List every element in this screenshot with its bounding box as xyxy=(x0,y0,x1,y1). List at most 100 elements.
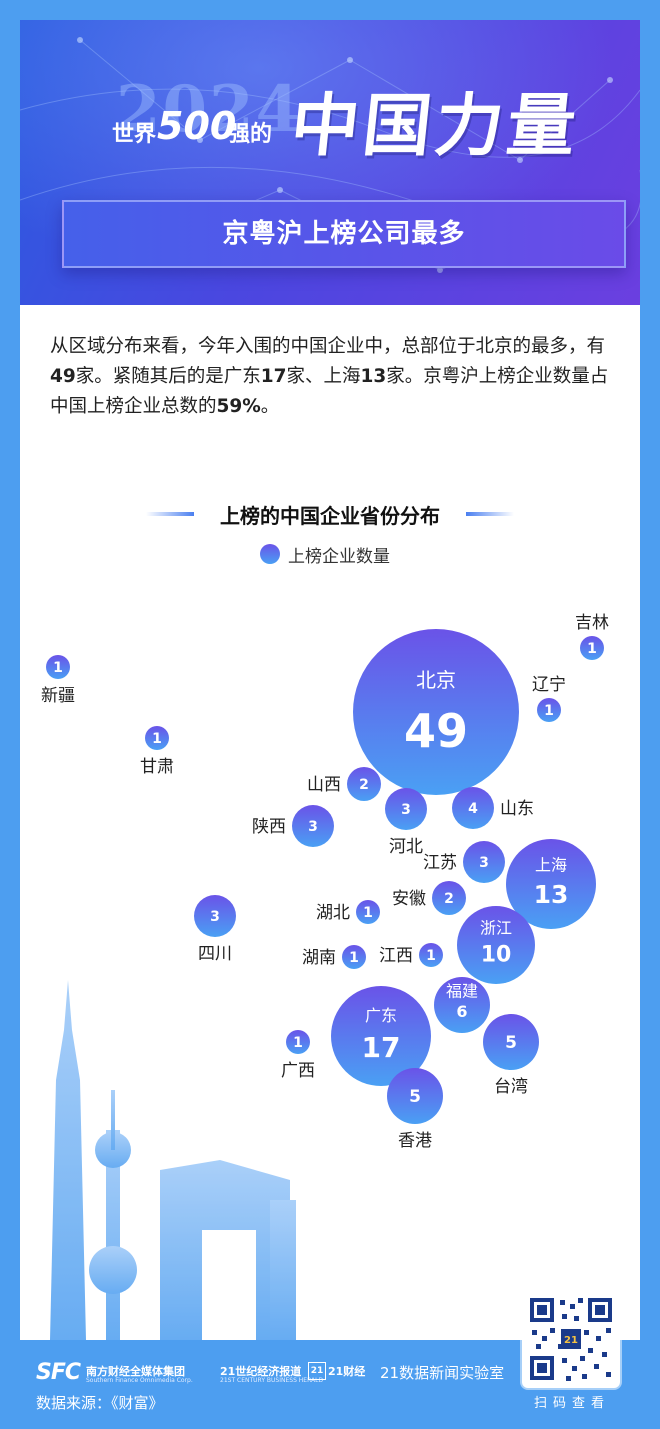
bubble-hebei xyxy=(385,788,427,830)
bubble-label-zhejiang: 浙江 xyxy=(480,918,512,937)
bubble-liaoning xyxy=(537,698,561,722)
21finance-logo: 21财经 xyxy=(328,1365,366,1378)
bubble-value-jiangxi: 1 xyxy=(426,948,436,964)
skyline-illustration xyxy=(50,980,296,1340)
bubble-jiangsu xyxy=(463,841,505,883)
bubble-label-shanxi: 山西 xyxy=(307,775,341,795)
21finance-logo-box: 21 xyxy=(308,1362,326,1380)
bubble-value-anhui: 2 xyxy=(444,891,454,907)
bubble-value-sichuan: 3 xyxy=(210,909,220,925)
bubble-anhui xyxy=(432,881,466,915)
bubble-hubei xyxy=(356,900,380,924)
bubble-jiangxi xyxy=(419,943,443,967)
bubble-label-fujian: 福建 xyxy=(446,982,478,1001)
bubble-label-hubei: 湖北 xyxy=(316,903,350,923)
bubble-value-xinjiang: 1 xyxy=(53,660,63,676)
bubble-value-liaoning: 1 xyxy=(544,703,554,719)
data-source: 数据来源：《财富》 xyxy=(36,1394,164,1412)
header-prefix: 世界 xyxy=(112,122,157,147)
header-suffix: 强的 xyxy=(228,122,273,147)
bubble-guangdong xyxy=(331,986,431,1086)
bubble-label-guangxi: 广西 xyxy=(281,1061,315,1081)
bubble-value-shaanxi: 3 xyxy=(308,819,318,835)
chart-title-block: 上榜的中国企业省份分布 xyxy=(140,500,540,530)
sfc-logo: SFC xyxy=(36,1360,81,1385)
bubble-value-taiwan: 5 xyxy=(505,1033,517,1053)
header-number: 500 xyxy=(157,104,237,148)
bubble-value-hebei: 3 xyxy=(401,802,411,818)
bubble-sichuan xyxy=(194,895,236,937)
bubble-value-guangdong: 17 xyxy=(362,1031,401,1064)
bubble-label-shandong: 山东 xyxy=(500,799,534,819)
bubble-jilin xyxy=(580,636,604,660)
sfc-logo-name: 南方财经全媒体集团 xyxy=(86,1365,185,1378)
title-line-right xyxy=(466,512,514,516)
bubble-label-beijing: 北京 xyxy=(416,668,456,692)
bubble-shandong xyxy=(452,787,494,829)
bubble-label-xinjiang: 新疆 xyxy=(41,686,75,706)
bubble-hunan xyxy=(342,945,366,969)
bubble-fujian xyxy=(434,977,490,1033)
bubble-label-jiangsu: 江苏 xyxy=(423,853,457,873)
legend-swatch xyxy=(260,544,280,564)
bubble-value-gansu: 1 xyxy=(152,731,162,747)
bubble-shanghai xyxy=(506,839,596,929)
qr-badge: 21 xyxy=(564,1335,578,1346)
intro-part2: 家。紧随其后的是广东 xyxy=(75,366,261,387)
intro-part3: 家、上海 xyxy=(286,366,361,387)
intro-guangdong-count: 17 xyxy=(260,366,287,387)
legend-label: 上榜企业数量 xyxy=(288,547,390,567)
sfc-logo-en: Southern Finance Omnimedia Corp. xyxy=(86,1377,193,1384)
bubble-label-hunan: 湖南 xyxy=(302,948,336,968)
intro-beijing-count: 49 xyxy=(50,366,76,387)
intro-share: 59% xyxy=(216,396,261,417)
bubble-label-hebei: 河北 xyxy=(389,837,423,857)
bubble-value-shanxi: 2 xyxy=(359,777,369,793)
bubble-taiwan xyxy=(483,1014,539,1070)
intro-part4: 家。京粤沪上榜企业数量占中国上榜企业总数的 xyxy=(50,366,609,417)
bubble-label-taiwan: 台湾 xyxy=(494,1077,528,1097)
bubble-value-jilin: 1 xyxy=(587,641,597,657)
subtitle-ribbon: 京粤沪上榜公司最多 xyxy=(62,200,626,268)
bubble-beijing xyxy=(353,629,519,795)
bubble-label-sichuan: 四川 xyxy=(198,944,232,964)
bubble-value-zhejiang: 10 xyxy=(481,942,512,967)
bubble-value-hubei: 1 xyxy=(363,905,373,921)
subtitle-text: 京粤沪上榜公司最多 xyxy=(222,219,466,249)
bubble-gansu xyxy=(145,726,169,750)
year-watermark: 2024 xyxy=(116,72,303,147)
bubble-shaanxi xyxy=(292,805,334,847)
bubble-chart: 49 北京 17 广东 13 上海 10 浙江 6福建 5 台湾 5 香港 4 山东 3 陕西 3 河北 3 江苏 3 四川… xyxy=(41,613,609,1151)
title-line-left xyxy=(146,512,194,516)
bubble-value-shanghai: 13 xyxy=(534,880,569,909)
bubble-guangxi xyxy=(286,1030,310,1054)
bubble-label-hongkong: 香港 xyxy=(398,1131,432,1151)
bubble-label-anhui: 安徽 xyxy=(392,889,426,909)
21cbh-logo: 21世纪经济报道 xyxy=(220,1365,302,1378)
intro-part1: 从区域分布来看，今年入围的中国企业中，总部位于北京的最多，有 xyxy=(50,336,606,357)
bubble-value-guangxi: 1 xyxy=(293,1035,303,1051)
hero-banner: 2024 世界 500 强的 中国力量 京粤沪上榜公司最多 xyxy=(20,20,640,305)
intro-shanghai-count: 13 xyxy=(360,366,387,387)
bubble-zhejiang xyxy=(457,906,535,984)
bubble-label-liaoning: 辽宁 xyxy=(532,675,566,695)
bubble-value-jiangsu: 3 xyxy=(479,855,489,871)
bubble-label-gansu: 甘肃 xyxy=(140,757,174,777)
bubble-value-fujian: 6 xyxy=(456,1002,467,1021)
bubble-value-hunan: 1 xyxy=(349,950,359,966)
bubble-value-hongkong: 5 xyxy=(409,1087,421,1107)
bubble-xinjiang xyxy=(46,655,70,679)
intro-part5: 。 xyxy=(260,396,280,417)
bubble-label-jilin: 吉林 xyxy=(575,613,609,633)
intro-paragraph: 从区域分布来看，今年入围的中国企业中，总部位于北京的最多，有 49家。紧随其后的是… xyxy=(50,332,620,422)
qr-pattern: 21 xyxy=(530,1298,612,1381)
bubble-label-shaanxi: 陕西 xyxy=(252,817,286,837)
bubble-hongkong xyxy=(387,1068,443,1124)
qr-code[interactable]: 21 xyxy=(522,1290,620,1388)
21cbh-logo-en: 21ST CENTURY BUSINESS HERALD xyxy=(220,1377,324,1384)
chart-title: 上榜的中国企业省份分布 xyxy=(220,504,440,528)
bubble-label-shanghai: 上海 xyxy=(535,856,567,875)
poster-card: 2024 世界 500 强的 中国力量 京粤沪上榜公司最多 从区域分布来看，今年… xyxy=(20,20,640,1340)
qr-label: 扫码查看 xyxy=(533,1396,610,1411)
bubble-value-beijing: 49 xyxy=(404,704,468,758)
